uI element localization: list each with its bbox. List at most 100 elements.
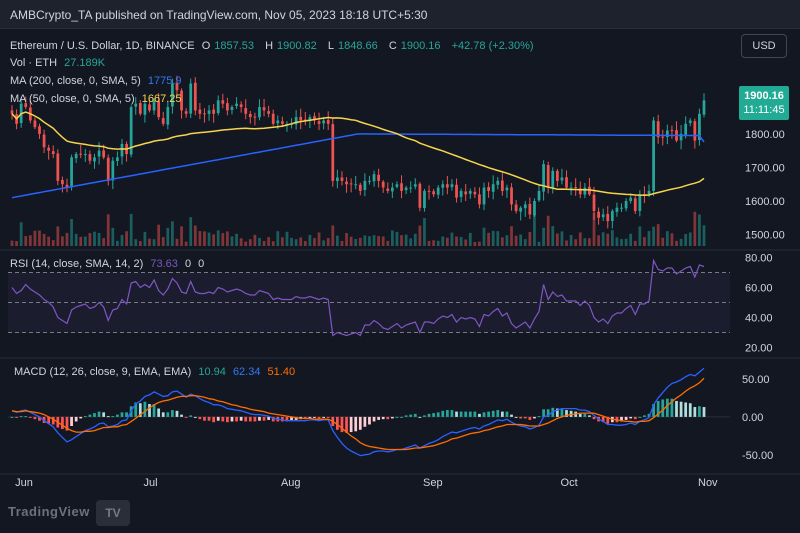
macd-histogram-bar [38, 416, 41, 421]
candle-body [601, 214, 605, 218]
macd-histogram-bar [386, 416, 390, 420]
macd-histogram-bar [629, 416, 633, 419]
volume-bar [61, 236, 64, 246]
volume-bar [487, 232, 490, 246]
ma50-legend[interactable]: MA (50, close, 0, SMA, 5) 1667.25 [10, 93, 186, 105]
candle-body [345, 181, 348, 185]
volume-bar [574, 239, 578, 246]
macd-histogram-bar [487, 411, 490, 417]
volume-bar [400, 235, 403, 246]
price-legend: Ethereum / U.S. Dollar, 1D, BINANCE O 185… [10, 40, 538, 52]
low-value: 1848.66 [337, 40, 378, 52]
volume-bar [326, 237, 330, 246]
candle-body [459, 190, 463, 197]
symbol-label[interactable]: Ethereum / U.S. Dollar, 1D, BINANCE [10, 40, 195, 52]
volume-bar [354, 239, 358, 246]
volume-bar [15, 241, 18, 246]
ma200-line [11, 133, 705, 199]
candle-body [578, 188, 582, 195]
volume-bar [514, 235, 518, 246]
volume-bar [656, 224, 660, 246]
volume-bar [65, 232, 69, 246]
macd-histogram-bar [221, 416, 225, 422]
macd-histogram-bar [565, 410, 568, 417]
volume-bar [675, 240, 678, 246]
ma50-line [11, 111, 705, 197]
candle-body [308, 117, 312, 122]
candle-body [574, 187, 578, 189]
volume-bar [345, 232, 348, 246]
candle-body [331, 124, 335, 181]
macd-histogram-bar [340, 416, 344, 433]
macd-histogram-bar [500, 411, 504, 417]
volume-bar [372, 235, 376, 246]
date-axis-label: Oct [561, 477, 578, 489]
candle-body [597, 211, 600, 218]
candle-body [510, 187, 513, 205]
volume-bar [633, 240, 637, 246]
candle-body [583, 187, 587, 195]
macd-legend[interactable]: MACD (12, 26, close, 9, EMA, EMA) 10.94 … [14, 366, 299, 378]
volume-bar [102, 238, 106, 246]
volume-bar [226, 231, 229, 246]
macd-histogram-bar [349, 416, 353, 433]
macd-histogram-bar [537, 416, 541, 418]
macd-histogram-bar [15, 416, 18, 418]
candle-body [157, 100, 161, 118]
candle-body [152, 100, 156, 111]
ma200-legend[interactable]: MA (200, close, 0, SMA, 5) 1775.9 [10, 75, 186, 87]
volume-bar [665, 231, 669, 246]
volume-bar [106, 214, 110, 246]
volume-bar [519, 234, 523, 246]
macd-histogram-bar [450, 410, 454, 417]
volume-bar [129, 213, 133, 246]
candle-body [56, 153, 60, 181]
macd-histogram-bar [267, 416, 271, 420]
candle-body [198, 109, 202, 114]
volume-bar [299, 237, 303, 246]
macd-histogram-bar [445, 410, 449, 417]
macd-histogram-bar [413, 413, 417, 417]
macd-histogram-bar [157, 408, 161, 417]
macd-histogram-bar [418, 416, 422, 418]
volume-bar [166, 227, 170, 246]
volume-bar [533, 213, 536, 246]
volume-bar [555, 233, 559, 246]
candle-body [363, 180, 367, 190]
candle-body [51, 151, 55, 155]
volume-legend[interactable]: Vol · ETH 27.189K [10, 57, 109, 69]
macd-histogram-bar [47, 416, 51, 424]
macd-histogram-bar [395, 416, 399, 418]
macd-histogram-bar [684, 402, 688, 417]
volume-bar [258, 237, 261, 246]
currency-button[interactable]: USD [741, 34, 787, 58]
rsi-legend[interactable]: RSI (14, close, SMA, 14, 2) 73.63 0 0 [10, 258, 208, 270]
rsi-axis-label: 20.00 [745, 343, 773, 355]
candle-body [386, 188, 390, 191]
volume-bar [418, 225, 422, 246]
volume-bar [629, 233, 633, 246]
macd-histogram-bar [24, 416, 28, 418]
volume-bar [386, 240, 390, 246]
candle-body [633, 198, 637, 212]
macd-histogram-bar [216, 416, 220, 421]
candle-body [230, 107, 234, 110]
candle-body [665, 130, 669, 137]
ma200-label: MA (200, close, 0, SMA, 5) [10, 75, 141, 87]
candle-body [482, 187, 486, 205]
volume-bar [235, 233, 238, 246]
macd-histogram-bar [143, 401, 147, 417]
volume-bar [88, 233, 92, 246]
candle-body [400, 183, 403, 191]
volume-bar [523, 239, 527, 246]
volume-bar [294, 239, 298, 246]
macd-histogram-bar [693, 407, 697, 417]
macd-histogram-bar [519, 416, 523, 419]
macd-histogram-bar [313, 416, 316, 418]
macd-histogram-bar [404, 415, 408, 417]
candle-body [478, 194, 481, 205]
macd-histogram-bar [106, 416, 110, 418]
candle-body [47, 147, 51, 151]
macd-histogram-bar [125, 412, 128, 417]
